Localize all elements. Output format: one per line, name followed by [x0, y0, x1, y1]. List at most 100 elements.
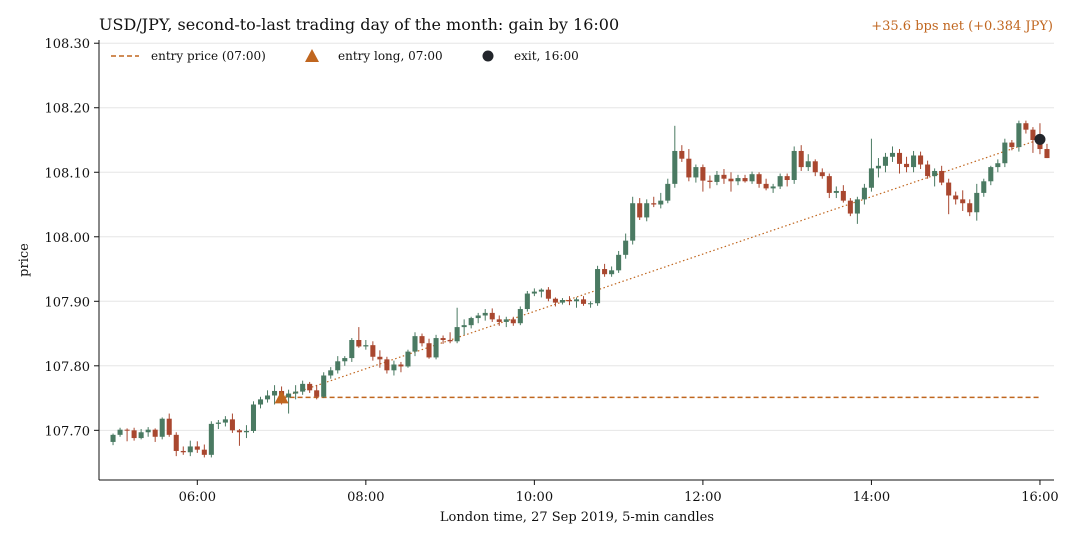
candle-body	[735, 178, 741, 182]
candle-body	[974, 192, 980, 213]
candle-body	[672, 150, 678, 184]
candle-body	[482, 312, 488, 316]
candle-body	[559, 300, 565, 303]
candle-body	[791, 150, 797, 180]
candle-body	[693, 167, 699, 178]
candle-body	[777, 176, 783, 187]
candle-body	[609, 270, 615, 275]
candle-body	[321, 375, 327, 397]
candle-body	[236, 430, 242, 433]
x-tick-label: 10:00	[516, 490, 553, 505]
candle-body	[524, 293, 530, 310]
candle-body	[433, 338, 439, 358]
candle-body	[1016, 123, 1022, 148]
candle-body	[517, 309, 523, 324]
y-tick-label: 108.30	[45, 37, 91, 52]
trend-line-layer	[281, 138, 1041, 399]
candle-body	[510, 319, 516, 324]
candles	[110, 120, 1050, 458]
candle-body	[250, 404, 257, 431]
y-tick-label: 108.20	[45, 102, 91, 117]
x-tick-label: 16:00	[1021, 490, 1058, 505]
candle-body	[166, 418, 172, 435]
candle-body	[426, 343, 432, 358]
candle-body	[328, 370, 334, 376]
candle-body	[243, 430, 249, 433]
candle-body	[960, 199, 966, 204]
grid	[99, 42, 1054, 431]
candle-body	[545, 289, 551, 299]
candle-body	[566, 300, 573, 302]
candle-body	[173, 434, 179, 451]
candle-body	[496, 319, 502, 322]
candle-body	[742, 178, 748, 182]
annotations	[274, 133, 1046, 404]
candle-body	[644, 203, 650, 218]
candle-body	[904, 163, 910, 168]
candle-body	[981, 181, 987, 193]
candle-body	[925, 164, 931, 177]
candle-body	[1023, 123, 1029, 130]
legend: entry price (07:00) entry long, 07:00 exit…	[111, 49, 579, 63]
candle-body	[721, 174, 727, 179]
candle-body	[679, 150, 685, 159]
candle-body	[538, 289, 544, 292]
candle-body	[651, 203, 657, 205]
candle-body	[461, 325, 467, 328]
candle-body	[208, 423, 214, 455]
candle-body	[1030, 129, 1036, 140]
candle-body	[686, 158, 692, 178]
candle-body	[595, 269, 601, 304]
candle-body	[145, 429, 151, 433]
candle-body	[349, 340, 355, 359]
candle-body	[286, 393, 292, 398]
candle-body	[995, 163, 1001, 168]
candle-body	[630, 203, 636, 241]
candle-body	[861, 187, 867, 200]
y-tick-label: 108.00	[45, 231, 91, 246]
candle-body	[602, 269, 608, 275]
candle-body	[131, 430, 137, 439]
candle-body	[819, 172, 825, 177]
candle-body	[391, 364, 397, 371]
candle-body	[588, 303, 594, 305]
candle-body	[728, 178, 734, 182]
legend-swatch-circle	[482, 50, 494, 62]
axes: 107.70 107.80 107.90 108.00 108.10 108.20 108.…	[45, 37, 1059, 505]
candle-body	[665, 183, 671, 201]
candle-body	[503, 319, 509, 322]
candle-body	[896, 152, 903, 164]
candle-body	[911, 155, 917, 168]
candle-body	[939, 170, 945, 183]
candle-body	[875, 165, 881, 169]
entry-marker-triangle	[274, 390, 289, 404]
chart-title: USD/JPY, second-to-last trading day of t…	[99, 15, 619, 34]
x-axis-label: London time, 27 Sep 2019, 5-min candles	[440, 510, 714, 525]
candle-body	[300, 383, 306, 392]
candle-body	[826, 176, 832, 193]
candle-body	[707, 180, 713, 182]
candle-body	[412, 336, 418, 352]
candle-body	[363, 345, 369, 347]
candle-body	[868, 168, 874, 188]
candle-body	[159, 418, 165, 437]
candle-body	[798, 150, 804, 168]
legend-swatch-triangle	[305, 49, 319, 62]
candle-body	[440, 338, 446, 340]
candle-body	[953, 195, 959, 200]
exit-marker-circle	[1034, 133, 1046, 145]
candle-body	[222, 419, 228, 423]
candle-body	[552, 298, 558, 303]
candle-body	[988, 167, 994, 182]
candle-body	[658, 200, 664, 205]
candle-body	[889, 152, 896, 157]
candle-body	[405, 351, 411, 367]
x-tick-label: 06:00	[179, 490, 216, 505]
candle-body	[454, 327, 460, 342]
candle-body	[714, 174, 720, 182]
candle-body	[882, 156, 888, 166]
candle-body	[342, 358, 348, 362]
candle-body	[398, 364, 404, 367]
candle-body	[854, 199, 860, 214]
